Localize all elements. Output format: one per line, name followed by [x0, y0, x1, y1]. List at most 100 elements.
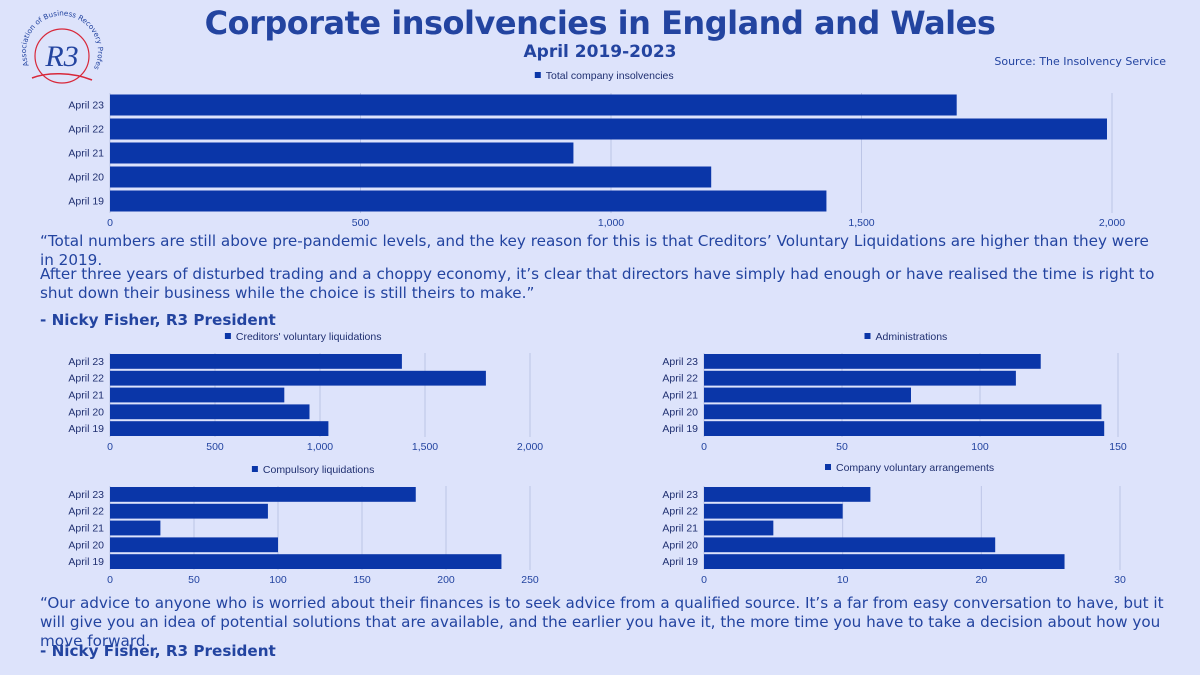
cvl-chart: 0 500 1,000 1,500 2,000 April 23 April 22 April…: [68, 331, 543, 453]
x-tick-label: 20: [975, 574, 987, 586]
bar: [110, 354, 402, 369]
bar: [110, 520, 161, 536]
x-tick-label: 0: [701, 574, 707, 586]
quote2-attribution: - Nicky Fisher, R3 President: [40, 642, 276, 660]
y-category-label: April 23: [68, 356, 104, 368]
quote1-attribution: - Nicky Fisher, R3 President: [40, 311, 276, 329]
source-note: Source: The Insolvency Service: [994, 55, 1166, 68]
y-category-label: April 20: [662, 539, 698, 551]
bar: [110, 421, 329, 436]
quote1-paragraph2: After three years of disturbed trading a…: [40, 265, 1155, 302]
legend-swatch: [251, 466, 258, 472]
bar: [704, 421, 1105, 436]
y-category-label: April 19: [68, 423, 104, 435]
bar: [110, 94, 957, 116]
x-tick-label: 50: [188, 574, 200, 586]
legend-label: Creditors' voluntary liquidations: [236, 331, 382, 343]
bar: [704, 554, 1065, 569]
legend-label: Total company insolvencies: [546, 70, 674, 82]
logo-ring: [34, 28, 90, 84]
y-category-label: April 20: [68, 539, 104, 551]
bar: [110, 387, 285, 403]
bar: [704, 370, 1016, 386]
x-tick-label: 0: [107, 574, 113, 586]
y-category-label: April 22: [68, 124, 104, 136]
bar: [110, 190, 827, 212]
legend-label: Compulsory liquidations: [263, 464, 374, 476]
x-tick-label: 1,500: [848, 217, 874, 229]
bar: [110, 370, 486, 386]
x-tick-label: 100: [269, 574, 287, 586]
bar: [110, 554, 502, 569]
y-category-label: April 19: [662, 556, 698, 568]
y-category-label: April 23: [68, 100, 104, 112]
x-tick-label: 1,500: [412, 441, 438, 453]
legend-swatch: [224, 333, 231, 339]
total-insolvencies-chart: 0 500 1,000 1,500 2,000 April 23 April 22 April…: [68, 70, 1125, 229]
x-tick-label: 150: [353, 574, 371, 586]
legend-swatch: [864, 333, 871, 339]
y-category-label: April 22: [68, 506, 104, 518]
logo-r3-text: R3: [44, 40, 78, 73]
x-tick-label: 0: [107, 441, 113, 453]
y-category-label: April 22: [68, 373, 104, 385]
y-category-label: April 21: [68, 148, 104, 160]
bar: [110, 537, 278, 553]
compulsory-liquidations-chart: 0 50 100 150 200 250 April 23 April 22 April 21 A…: [68, 464, 539, 586]
x-tick-label: 250: [521, 574, 539, 586]
cva-chart: 0 10 20 30 April 23 April 22 April 21 April 20 A…: [662, 462, 1126, 586]
logo-swoosh: [31, 73, 93, 81]
y-category-label: April 19: [662, 423, 698, 435]
y-category-label: April 23: [662, 489, 698, 501]
y-category-label: April 21: [662, 390, 698, 402]
administrations-chart: 0 50 100 150 April 23 April 22 April 21 April 2…: [662, 331, 1127, 453]
x-tick-label: 100: [971, 441, 989, 453]
bar: [110, 118, 1107, 140]
page-title: Corporate insolvencies in England and Wa…: [204, 4, 996, 42]
y-category-label: April 21: [68, 523, 104, 535]
x-tick-label: 150: [1109, 441, 1127, 453]
bar: [110, 404, 310, 420]
y-category-label: April 23: [662, 356, 698, 368]
bar: [704, 520, 774, 536]
bar: [704, 537, 996, 553]
y-category-label: April 22: [662, 373, 698, 385]
x-tick-label: 1,000: [307, 441, 333, 453]
x-tick-label: 200: [437, 574, 455, 586]
x-tick-label: 30: [1114, 574, 1126, 586]
legend-label: Company voluntary arrangements: [836, 462, 994, 474]
bar: [704, 404, 1102, 420]
quote2-paragraph: “Our advice to anyone who is worried abo…: [40, 594, 1164, 650]
x-tick-label: 10: [837, 574, 849, 586]
y-category-label: April 20: [662, 406, 698, 418]
x-tick-label: 500: [206, 441, 224, 453]
legend-label: Administrations: [876, 331, 948, 343]
y-category-label: April 23: [68, 489, 104, 501]
y-category-label: April 21: [662, 523, 698, 535]
y-category-label: April 22: [662, 506, 698, 518]
bar: [704, 387, 911, 403]
y-category-label: April 20: [68, 172, 104, 184]
y-category-label: April 19: [68, 556, 104, 568]
x-tick-label: 2,000: [1099, 217, 1125, 229]
bar: [110, 503, 268, 519]
quote1-paragraph1: “Total numbers are still above pre-pande…: [40, 232, 1149, 269]
x-tick-label: 50: [836, 441, 848, 453]
y-category-label: April 21: [68, 390, 104, 402]
legend-swatch: [825, 464, 831, 470]
r3-logo: Association of Business Recovery Profess…: [12, 6, 105, 84]
bar: [110, 142, 574, 164]
x-tick-label: 0: [107, 217, 113, 229]
bar: [110, 166, 712, 188]
x-tick-label: 2,000: [517, 441, 543, 453]
bar: [704, 503, 843, 519]
page-subtitle: April 2019-2023: [523, 42, 677, 62]
x-tick-label: 0: [701, 441, 707, 453]
bar: [704, 487, 871, 502]
y-category-label: April 19: [68, 196, 104, 208]
x-tick-label: 1,000: [598, 217, 624, 229]
bar: [110, 487, 416, 502]
legend-swatch: [534, 72, 541, 78]
y-category-label: April 20: [68, 406, 104, 418]
bar: [704, 354, 1041, 369]
